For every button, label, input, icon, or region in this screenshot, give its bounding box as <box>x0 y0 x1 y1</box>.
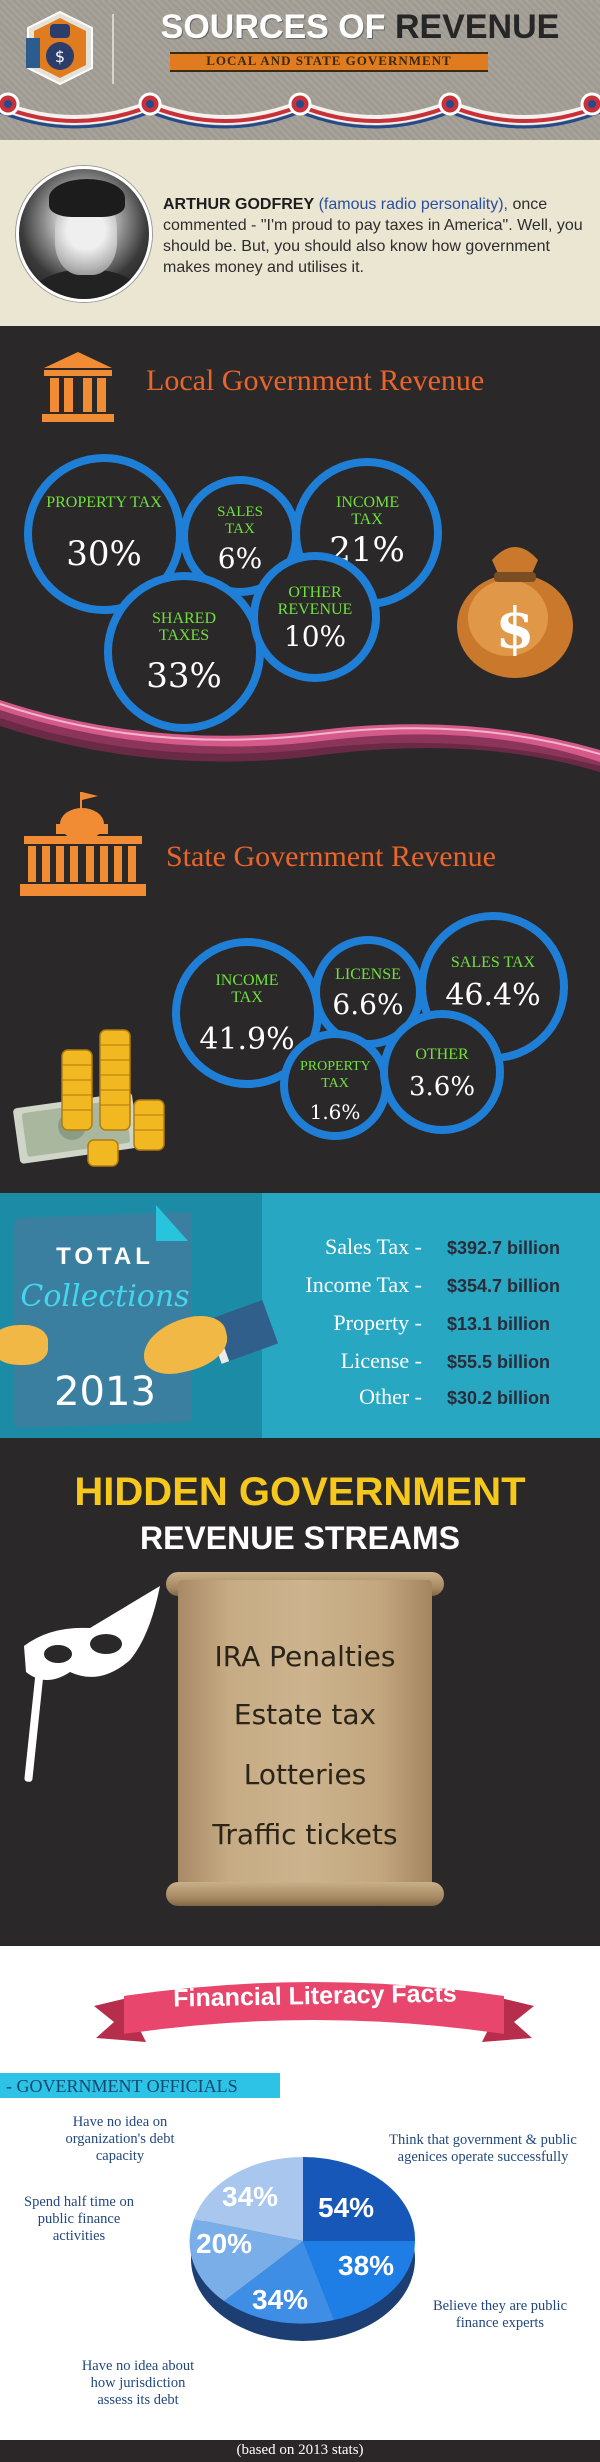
state-bubble-other: OTHER 3.6% <box>380 1010 504 1134</box>
revenue-row-income: Income Tax - $354.7 billion <box>305 1272 561 1297</box>
quote-body: once commented - "I'm proud to pay taxes… <box>163 196 583 276</box>
pie-label: 38% <box>338 2250 395 2281</box>
coins-cash-icon <box>13 1029 165 1167</box>
pie-label: 34% <box>222 2181 279 2212</box>
footer-note: (based on 2013 stats) <box>236 2442 364 2458</box>
revenue-row-other: Other - $30.2 billion <box>359 1384 551 1409</box>
mask-icon <box>24 1586 160 1782</box>
hidden-section-title: HIDDEN GOVERNMENT <box>74 1470 526 1514</box>
pie-label: 20% <box>196 2228 253 2259</box>
bunting-decoration <box>0 92 600 129</box>
svg-text:$: $ <box>55 47 65 66</box>
collections-word: Collections <box>20 1279 190 1314</box>
total-year: 2013 <box>54 1369 156 1415</box>
pie-label: 54% <box>318 2192 375 2223</box>
wave-divider <box>0 700 600 772</box>
section-label-bar <box>0 2073 280 2098</box>
pie-label: 34% <box>252 2284 309 2315</box>
state-section-title: State Government Revenue <box>166 840 496 873</box>
section-label: - GOVERNMENT OFFICIALS <box>6 2076 238 2096</box>
quote-author: ARTHUR GODFREY <box>163 196 315 213</box>
local-section-title: Local Government Revenue <box>146 364 485 397</box>
courthouse-icon <box>42 352 114 422</box>
hidden-item: IRA Penalties <box>214 1640 396 1673</box>
hand-left-icon <box>0 1325 48 1365</box>
money-bag-icon: $ <box>457 547 573 678</box>
revenue-row-sales: Sales Tax - $392.7 billion <box>324 1234 561 1259</box>
page-title: SOURCES OF REVENUE <box>160 8 560 46</box>
quote-section: ARTHUR GODFREY (famous radio personality… <box>0 140 600 326</box>
revenue-row-property: Property - $13.1 billion <box>333 1310 551 1335</box>
local-bubble-other-revenue: OTHER REVENUE 10% <box>250 552 380 682</box>
avatar <box>16 166 152 302</box>
note-half-time: Spend half time on public finance activi… <box>24 2194 134 2244</box>
header: $ SOURCES OF REVENUE LOCAL AND STATE GOV… <box>0 0 600 140</box>
pie-chart <box>189 2156 416 2341</box>
financial-facts-section: Financial Literacy Facts - GOVERNMENT OF… <box>0 1946 600 2462</box>
subtitle-bar <box>170 52 488 72</box>
page-subtitle: LOCAL AND STATE GOVERNMENT <box>206 53 452 68</box>
note-experts: Believe they are public finance experts <box>432 2298 568 2331</box>
total-collections-section: TOTAL Collections 2013 Sales Tax - $392.… <box>0 1193 600 1438</box>
hidden-section-subtitle: REVENUE STREAMS <box>139 1520 461 1556</box>
note-operate: Think that government & public agenices … <box>389 2132 577 2165</box>
total-collections-panel: TOTAL Collections 2013 <box>0 1193 279 1438</box>
revenue-row-license: License - $55.5 billion <box>340 1348 551 1373</box>
hidden-item: Lotteries <box>243 1758 367 1791</box>
quote-text: ARTHUR GODFREY (famous radio personality… <box>163 194 588 278</box>
state-bubble-property-tax: PROPERTY TAX 1.6% <box>280 1030 390 1140</box>
dollar-hand-icon: $ <box>26 10 93 86</box>
note-jurisdiction: Have no idea about how jurisdiction asse… <box>81 2358 195 2408</box>
scroll-illustration <box>178 1580 432 1900</box>
hidden-item: Estate tax <box>233 1698 377 1731</box>
footer-bar <box>0 2440 600 2462</box>
header-divider <box>112 14 114 84</box>
svg-text:$: $ <box>496 596 535 662</box>
hidden-item: Traffic tickets <box>212 1818 398 1851</box>
note-debt-capacity: Have no idea on organization's debt capa… <box>65 2114 175 2164</box>
ribbon-banner <box>94 1982 534 2042</box>
scroll-bottom-roll <box>166 1882 444 1906</box>
capitol-building-icon <box>20 792 146 896</box>
total-word: TOTAL <box>56 1243 154 1270</box>
quote-author-role: (famous radio personality), <box>318 196 508 213</box>
